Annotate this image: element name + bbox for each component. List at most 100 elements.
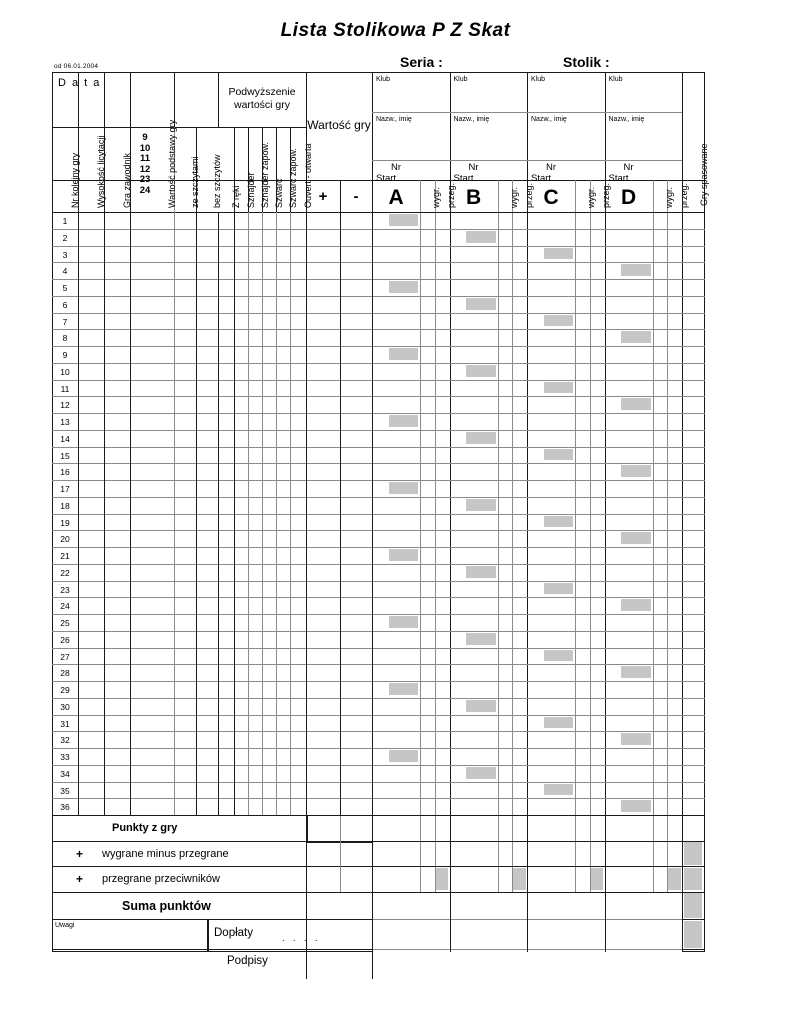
grid-line-horizontal [52, 228, 705, 230]
grid-line-vertical [372, 212, 373, 815]
row-18-player-B-marker[interactable] [466, 498, 496, 511]
grid-line-vertical [604, 891, 606, 952]
row-31-player-C-marker[interactable] [543, 716, 574, 729]
row-number-17: 17 [60, 484, 70, 494]
gry-spasowane-footer-shade-2[interactable] [684, 893, 702, 918]
grid-line-vertical [78, 212, 79, 815]
seria-label: Seria : [400, 54, 443, 70]
row-14-player-B-marker[interactable] [466, 431, 496, 444]
row-10-player-B-marker[interactable] [466, 364, 496, 377]
base-value: 9 [142, 132, 148, 143]
row-17-player-A-marker[interactable] [388, 482, 419, 494]
row-number-36: 36 [60, 802, 70, 813]
row-27-player-C-marker[interactable] [543, 649, 574, 662]
row-28-player-D-marker[interactable] [621, 666, 651, 679]
gry-spasowane-footer-shade-0[interactable] [684, 842, 702, 865]
row-35-player-C-marker[interactable] [543, 783, 574, 796]
gry-spasowane-footer-shade-1[interactable] [684, 867, 702, 890]
grid-line-horizontal [52, 664, 705, 666]
row-11-player-C-marker[interactable] [543, 381, 574, 394]
row-29-player-A-marker[interactable] [388, 683, 419, 695]
grid-line-horizontal [52, 866, 705, 867]
row-12-player-D-marker[interactable] [621, 398, 651, 411]
row-32-player-D-marker[interactable] [621, 733, 651, 746]
row-16-player-D-marker[interactable] [621, 465, 651, 478]
player-nazw-label-A: Nazw., imię [376, 116, 412, 123]
row-number-1: 1 [62, 216, 68, 226]
grid-line-horizontal [52, 262, 705, 264]
header-col-4: ze szczytami [190, 156, 200, 208]
footer-przeg-shade-C[interactable] [590, 867, 604, 890]
row-1-player-A-marker[interactable] [388, 214, 419, 226]
row-24-player-D-marker[interactable] [621, 599, 651, 612]
grid-line-horizontal [52, 547, 705, 548]
row-13-player-A-marker[interactable] [388, 415, 419, 427]
row-30-player-B-marker[interactable] [466, 699, 496, 712]
row-8-player-D-marker[interactable] [621, 331, 651, 344]
row-21-player-A-marker[interactable] [388, 549, 419, 561]
grid-line-vertical [340, 815, 341, 841]
row-number-15: 15 [60, 450, 70, 461]
base-value: 11 [139, 153, 151, 165]
row-number-29: 29 [60, 685, 70, 695]
grid-line-vertical [306, 815, 308, 841]
row-19-player-C-marker[interactable] [543, 515, 574, 528]
row-26-player-B-marker[interactable] [466, 632, 496, 645]
row-number-2: 2 [62, 232, 68, 243]
gry-spasowane-footer-shade-3[interactable] [684, 920, 702, 948]
grid-line-horizontal [52, 580, 705, 582]
footer-przeg-shade-A[interactable] [435, 867, 449, 890]
grid-line-horizontal [52, 279, 705, 280]
row-23-player-C-marker[interactable] [543, 582, 574, 595]
grid-line-vertical [218, 72, 219, 127]
row-number-5: 5 [62, 283, 68, 293]
player-letter-B: B [465, 186, 482, 209]
player-klub-label-B: Klub [453, 76, 468, 83]
row-number-16: 16 [60, 467, 70, 478]
grid-line-vertical [497, 180, 499, 952]
grid-line-vertical [527, 891, 528, 952]
grid-line-horizontal [52, 764, 705, 766]
grid-line-horizontal [52, 681, 705, 682]
row-number-6: 6 [62, 299, 68, 310]
grid-line-vertical [130, 72, 131, 212]
player-klub-label-D: Klub [608, 76, 623, 83]
grid-line-vertical [218, 212, 219, 815]
player-wygr-label-D: wygr. [663, 186, 674, 208]
footer-przeg-shade-B[interactable] [513, 867, 526, 890]
row-number-14: 14 [60, 433, 70, 444]
grid-line-vertical [340, 180, 341, 212]
row-9-player-A-marker[interactable] [388, 348, 419, 360]
row-20-player-D-marker[interactable] [621, 532, 651, 545]
row-34-player-B-marker[interactable] [466, 766, 496, 779]
row-6-player-B-marker[interactable] [466, 297, 496, 310]
grid-line-vertical [449, 72, 451, 952]
score-table[interactable]: D a t a Podwyższenie wartości gry Wartość … [52, 72, 709, 979]
row-22-player-B-marker[interactable] [466, 565, 496, 578]
grid-line-vertical [234, 212, 235, 815]
grid-line-horizontal [52, 630, 705, 632]
row-2-player-B-marker[interactable] [466, 230, 496, 243]
player-nazw-label-C: Nazw., imię [531, 116, 567, 123]
header-col-6: Z ręki [231, 185, 241, 209]
row-15-player-C-marker[interactable] [543, 448, 574, 461]
player-nr-label-B: Nr [468, 162, 479, 173]
row-7-player-C-marker[interactable] [543, 314, 574, 327]
grid-line-horizontal [52, 396, 705, 398]
row-25-player-A-marker[interactable] [388, 616, 419, 628]
player-klub-label-C: Klub [531, 76, 546, 83]
row-4-player-D-marker[interactable] [621, 264, 651, 277]
grid-line-vertical [276, 212, 277, 815]
footer-plus-1: + [76, 846, 84, 861]
grid-line-vertical [248, 212, 249, 815]
grid-line-vertical [306, 212, 307, 815]
row-3-player-C-marker[interactable] [543, 247, 574, 260]
grid-line-vertical [682, 891, 683, 952]
footer-przeg-shade-D[interactable] [668, 867, 681, 890]
row-5-player-A-marker[interactable] [388, 281, 419, 293]
row-36-player-D-marker[interactable] [621, 800, 651, 813]
grid-line-horizontal [52, 429, 705, 431]
header-minus-label: - [353, 188, 359, 205]
row-33-player-A-marker[interactable] [388, 750, 419, 762]
grid-line-vertical [420, 180, 422, 952]
